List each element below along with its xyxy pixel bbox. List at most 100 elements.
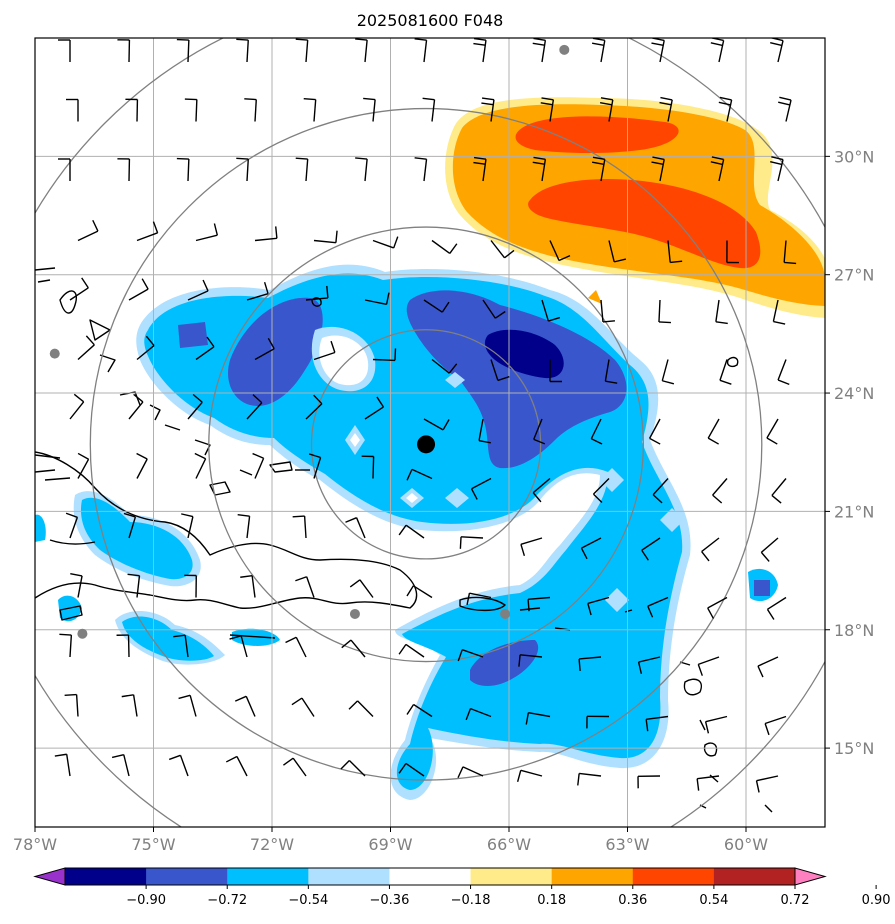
wind-barb-flag xyxy=(704,721,710,734)
wind-barb-flag xyxy=(599,101,613,106)
lon-tick-label: 66°W xyxy=(487,835,531,854)
wind-barbs xyxy=(54,38,797,793)
wind-barb-staff xyxy=(719,359,728,381)
wind-barb-staff xyxy=(187,39,190,63)
wind-barb-flag xyxy=(662,380,675,385)
wind-barb-flag xyxy=(711,156,724,161)
graticule xyxy=(35,38,825,827)
wind-barb-staff xyxy=(128,516,137,539)
wind-barb-flag xyxy=(525,712,530,725)
station-marker xyxy=(49,348,60,359)
lon-tick-label: 69°W xyxy=(368,835,412,854)
wind-barb-flag xyxy=(363,97,376,101)
wind-barb-flag xyxy=(308,453,321,459)
range-ring xyxy=(208,226,644,663)
wind-barb-flag xyxy=(605,380,618,384)
wind-barb-staff xyxy=(777,359,787,381)
wind-barb-staff xyxy=(246,158,249,182)
wind-barb-flag xyxy=(376,396,385,408)
wind-barb-flag xyxy=(70,572,83,577)
wind-barb-staff xyxy=(581,537,602,549)
wind-barb-staff xyxy=(541,299,550,322)
wind-barb-flag xyxy=(757,665,764,678)
wind-barb-flag xyxy=(85,335,95,346)
wind-barb-staff xyxy=(75,694,79,717)
wind-barb-flag xyxy=(641,549,649,561)
wind-barb-flag xyxy=(465,708,472,721)
wind-barb-flag xyxy=(459,536,462,549)
wind-barb-flag xyxy=(236,38,249,41)
wind-barb-flag xyxy=(355,38,368,41)
range-ring xyxy=(310,329,542,560)
lat-tick-label: 15°N xyxy=(834,739,874,758)
wind-barb-staff xyxy=(313,99,317,122)
wind-barb-flag xyxy=(92,219,99,232)
wind-barb-flag xyxy=(457,766,464,779)
wind-barb-staff xyxy=(413,703,433,718)
wind-barb-flag xyxy=(602,320,615,323)
wind-barb-flag xyxy=(710,161,723,166)
wind-barb-staff xyxy=(128,288,149,301)
wind-barb-flag xyxy=(64,693,77,697)
wind-barb-staff xyxy=(462,766,484,777)
wind-barb-flag xyxy=(121,694,134,698)
wind-barb-staff xyxy=(701,537,720,553)
wind-barb-flag xyxy=(252,452,264,459)
wind-barb-staff xyxy=(541,159,547,182)
wind-barb-staff xyxy=(292,757,307,777)
wind-barb-staff xyxy=(549,240,560,261)
wind-barb-staff xyxy=(471,477,492,490)
wind-barb-flag xyxy=(234,695,247,702)
wind-barb-flag xyxy=(591,42,605,46)
wind-barb-staff xyxy=(756,775,779,782)
wind-barb-staff xyxy=(405,643,425,658)
wind-barb-flag xyxy=(136,452,148,460)
wind-barb-staff xyxy=(469,592,492,599)
wind-barb-flag xyxy=(520,544,526,557)
plot-area xyxy=(35,38,825,827)
wind-barb-staff xyxy=(348,759,366,777)
wind-barb-flag xyxy=(240,574,253,578)
colorbar-segment xyxy=(632,868,715,885)
wind-barb-flag xyxy=(591,161,605,165)
wind-barb-flag xyxy=(466,593,471,606)
wind-barb-staff xyxy=(771,478,787,496)
wind-barb-flag xyxy=(152,221,159,234)
wind-barb-staff xyxy=(240,635,248,658)
colorbar-frame xyxy=(64,867,796,886)
wind-barb-flag xyxy=(473,38,487,41)
wind-barb-flag xyxy=(406,469,413,481)
wind-barb-flag xyxy=(326,285,329,299)
wind-barb-staff xyxy=(69,634,73,658)
wind-barb-staff xyxy=(482,299,496,319)
wind-barb-flag xyxy=(291,697,303,706)
wind-barb-staff xyxy=(646,715,669,720)
wind-barb-staff xyxy=(659,159,665,182)
colorbar-tick-label: 0.36 xyxy=(618,893,647,908)
wind-barb-staff xyxy=(187,158,190,182)
wind-barb-flag xyxy=(697,664,703,676)
wind-barb-staff xyxy=(431,239,451,255)
wind-barb-staff xyxy=(431,99,436,122)
wind-barb-staff xyxy=(659,40,665,63)
wind-barb-staff xyxy=(652,478,669,496)
wind-barb-staff xyxy=(764,715,787,725)
wind-barb-flag xyxy=(707,437,719,445)
wind-barb-staff xyxy=(423,418,444,431)
lat-tick-label: 30°N xyxy=(834,147,874,166)
wind-barb-staff xyxy=(528,596,551,600)
wind-barb-flag xyxy=(292,515,305,518)
wind-barb-staff xyxy=(579,656,602,660)
wind-barb-flag xyxy=(770,161,783,166)
wind-barb-staff xyxy=(600,159,606,182)
wind-barb-staff xyxy=(195,234,218,242)
wind-barb-flag xyxy=(497,375,510,382)
wind-barb-staff xyxy=(600,40,606,63)
wind-barb-flag xyxy=(647,605,654,618)
wind-barb-staff xyxy=(136,345,155,361)
wind-barb-staff xyxy=(423,40,428,63)
wind-barb-flag xyxy=(398,644,407,655)
wind-barb-staff xyxy=(549,99,555,122)
wind-barb-staff xyxy=(661,359,669,381)
storm-center-marker xyxy=(417,435,436,454)
